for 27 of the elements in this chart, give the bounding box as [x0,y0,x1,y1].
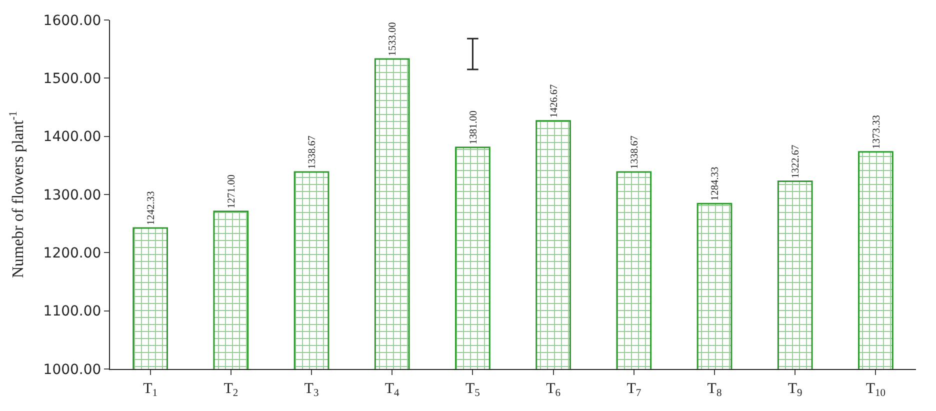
y-tick-label: 1600.00 [43,12,102,29]
data-label: 1338.67 [629,136,640,169]
x-tick-label: T$_{1}$ [143,381,158,400]
x-tick-label: T$_{10}$ [866,381,886,400]
y-tick-label: 1400.00 [43,129,102,146]
data-label: 1533.00 [388,22,399,56]
data-label: 1271.00 [226,174,238,208]
y-tick-label: 1300.00 [43,187,102,204]
x-tick-label: T$_{3}$ [304,381,319,400]
x-tick-label: T$_{9}$ [788,381,802,400]
x-tick-label: T$_{7}$ [626,381,642,400]
y-tick-label: 1200.00 [43,246,102,262]
x-tick-label: T$_{2}$ [224,381,238,400]
y-tick-label: 1100.00 [43,304,102,320]
x-tick-label: T$_{6}$ [546,381,561,400]
data-label: 1284.33 [710,166,722,201]
data-label: 1242.33 [146,191,157,226]
data-label: 1381.00 [468,110,480,144]
data-label: 1338.67 [307,136,318,169]
data-label: 1426.67 [548,84,560,118]
x-tick-label: T$_{5}$ [465,381,480,400]
x-tick-label: T$_{8}$ [707,381,722,400]
y-tick-label: 1000.00 [43,362,102,378]
data-label: 1322.67 [790,144,802,178]
y-tick-label: 1500.00 [43,71,102,88]
data-label: 1373.33 [871,115,882,149]
x-tick-label: T$_{4}$ [384,381,400,400]
